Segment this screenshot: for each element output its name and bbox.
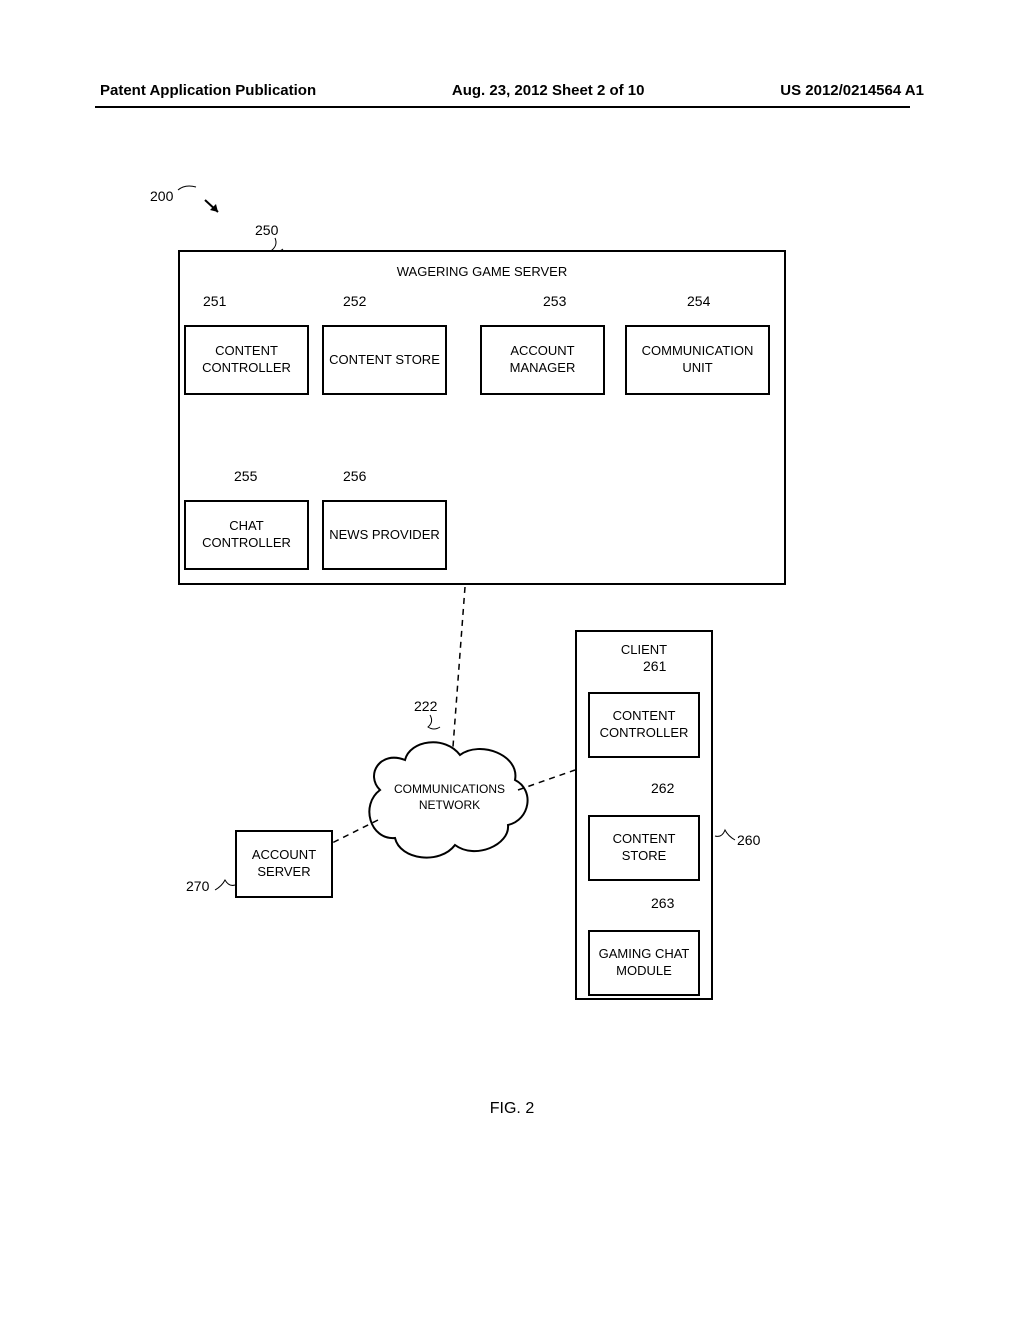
box-account-server: ACCOUNT SERVER <box>235 830 333 898</box>
ref-270: 270 <box>186 878 209 894</box>
ref-255: 255 <box>234 468 257 484</box>
client-title: CLIENT <box>621 642 667 659</box>
ref-256: 256 <box>343 468 366 484</box>
box-communication-unit: COMMUNICATION UNIT <box>625 325 770 395</box>
ref-254: 254 <box>687 293 710 309</box>
server-ref-label: 250 <box>255 222 278 238</box>
network-label: COMMUNICATIONS NETWORK <box>382 782 517 813</box>
system-ref-label: 200 <box>150 188 173 204</box>
client-content-store: CONTENT STORE <box>588 815 700 881</box>
box-news-provider: NEWS PROVIDER <box>322 500 447 570</box>
ref-252: 252 <box>343 293 366 309</box>
server-title: WAGERING GAME SERVER <box>180 264 784 281</box>
ref-262: 262 <box>651 780 674 796</box>
figure-label: FIG. 2 <box>412 1100 612 1118</box>
box-chat-controller: CHAT CONTROLLER <box>184 500 309 570</box>
client-content-controller: CONTENT CONTROLLER <box>588 692 700 758</box>
box-account-manager: ACCOUNT MANAGER <box>480 325 605 395</box>
diagram-canvas: 200 250 WAGERING GAME SERVER 251 CONTENT… <box>0 0 1024 1320</box>
client-gaming-chat: GAMING CHAT MODULE <box>588 930 700 996</box>
ref-260: 260 <box>737 832 760 848</box>
ref-222: 222 <box>414 698 437 714</box>
ref-261: 261 <box>643 658 666 674</box>
ref-253: 253 <box>543 293 566 309</box>
box-content-store: CONTENT STORE <box>322 325 447 395</box>
box-content-controller: CONTENT CONTROLLER <box>184 325 309 395</box>
ref-263: 263 <box>651 895 674 911</box>
ref-251: 251 <box>203 293 226 309</box>
